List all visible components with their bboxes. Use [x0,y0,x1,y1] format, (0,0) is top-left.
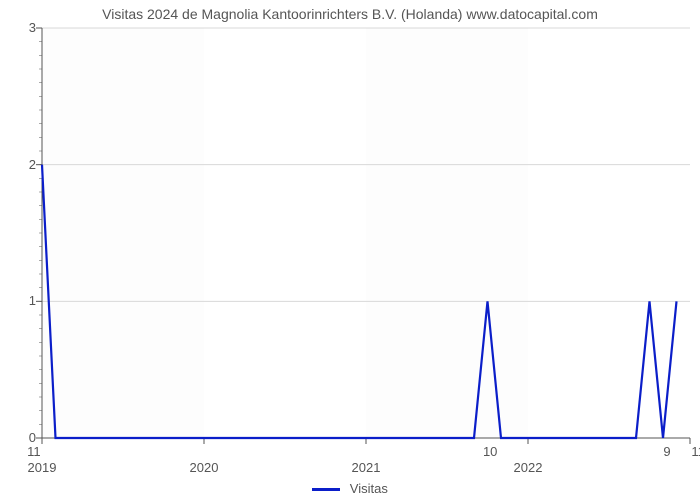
x-tick-label: 2019 [28,460,57,475]
plot-area [42,28,690,438]
x-outer-label: 10 [483,444,497,459]
legend: Visitas [0,481,700,496]
legend-swatch [312,488,340,491]
x-tick-label: 2020 [190,460,219,475]
chart-container: Visitas 2024 de Magnolia Kantoorinrichte… [0,0,700,500]
x-tick-label: 2022 [514,460,543,475]
legend-label: Visitas [350,481,388,496]
y-tick-label: 2 [8,157,36,172]
y-tick-label: 1 [8,293,36,308]
x-outer-label: 11 [27,444,41,459]
x-outer-label: 11 [691,444,700,459]
x-tick-label: 2021 [352,460,381,475]
chart-title: Visitas 2024 de Magnolia Kantoorinrichte… [0,6,700,22]
y-tick-label: 0 [8,430,36,445]
x-outer-label: 9 [663,444,670,459]
y-tick-label: 3 [8,20,36,35]
